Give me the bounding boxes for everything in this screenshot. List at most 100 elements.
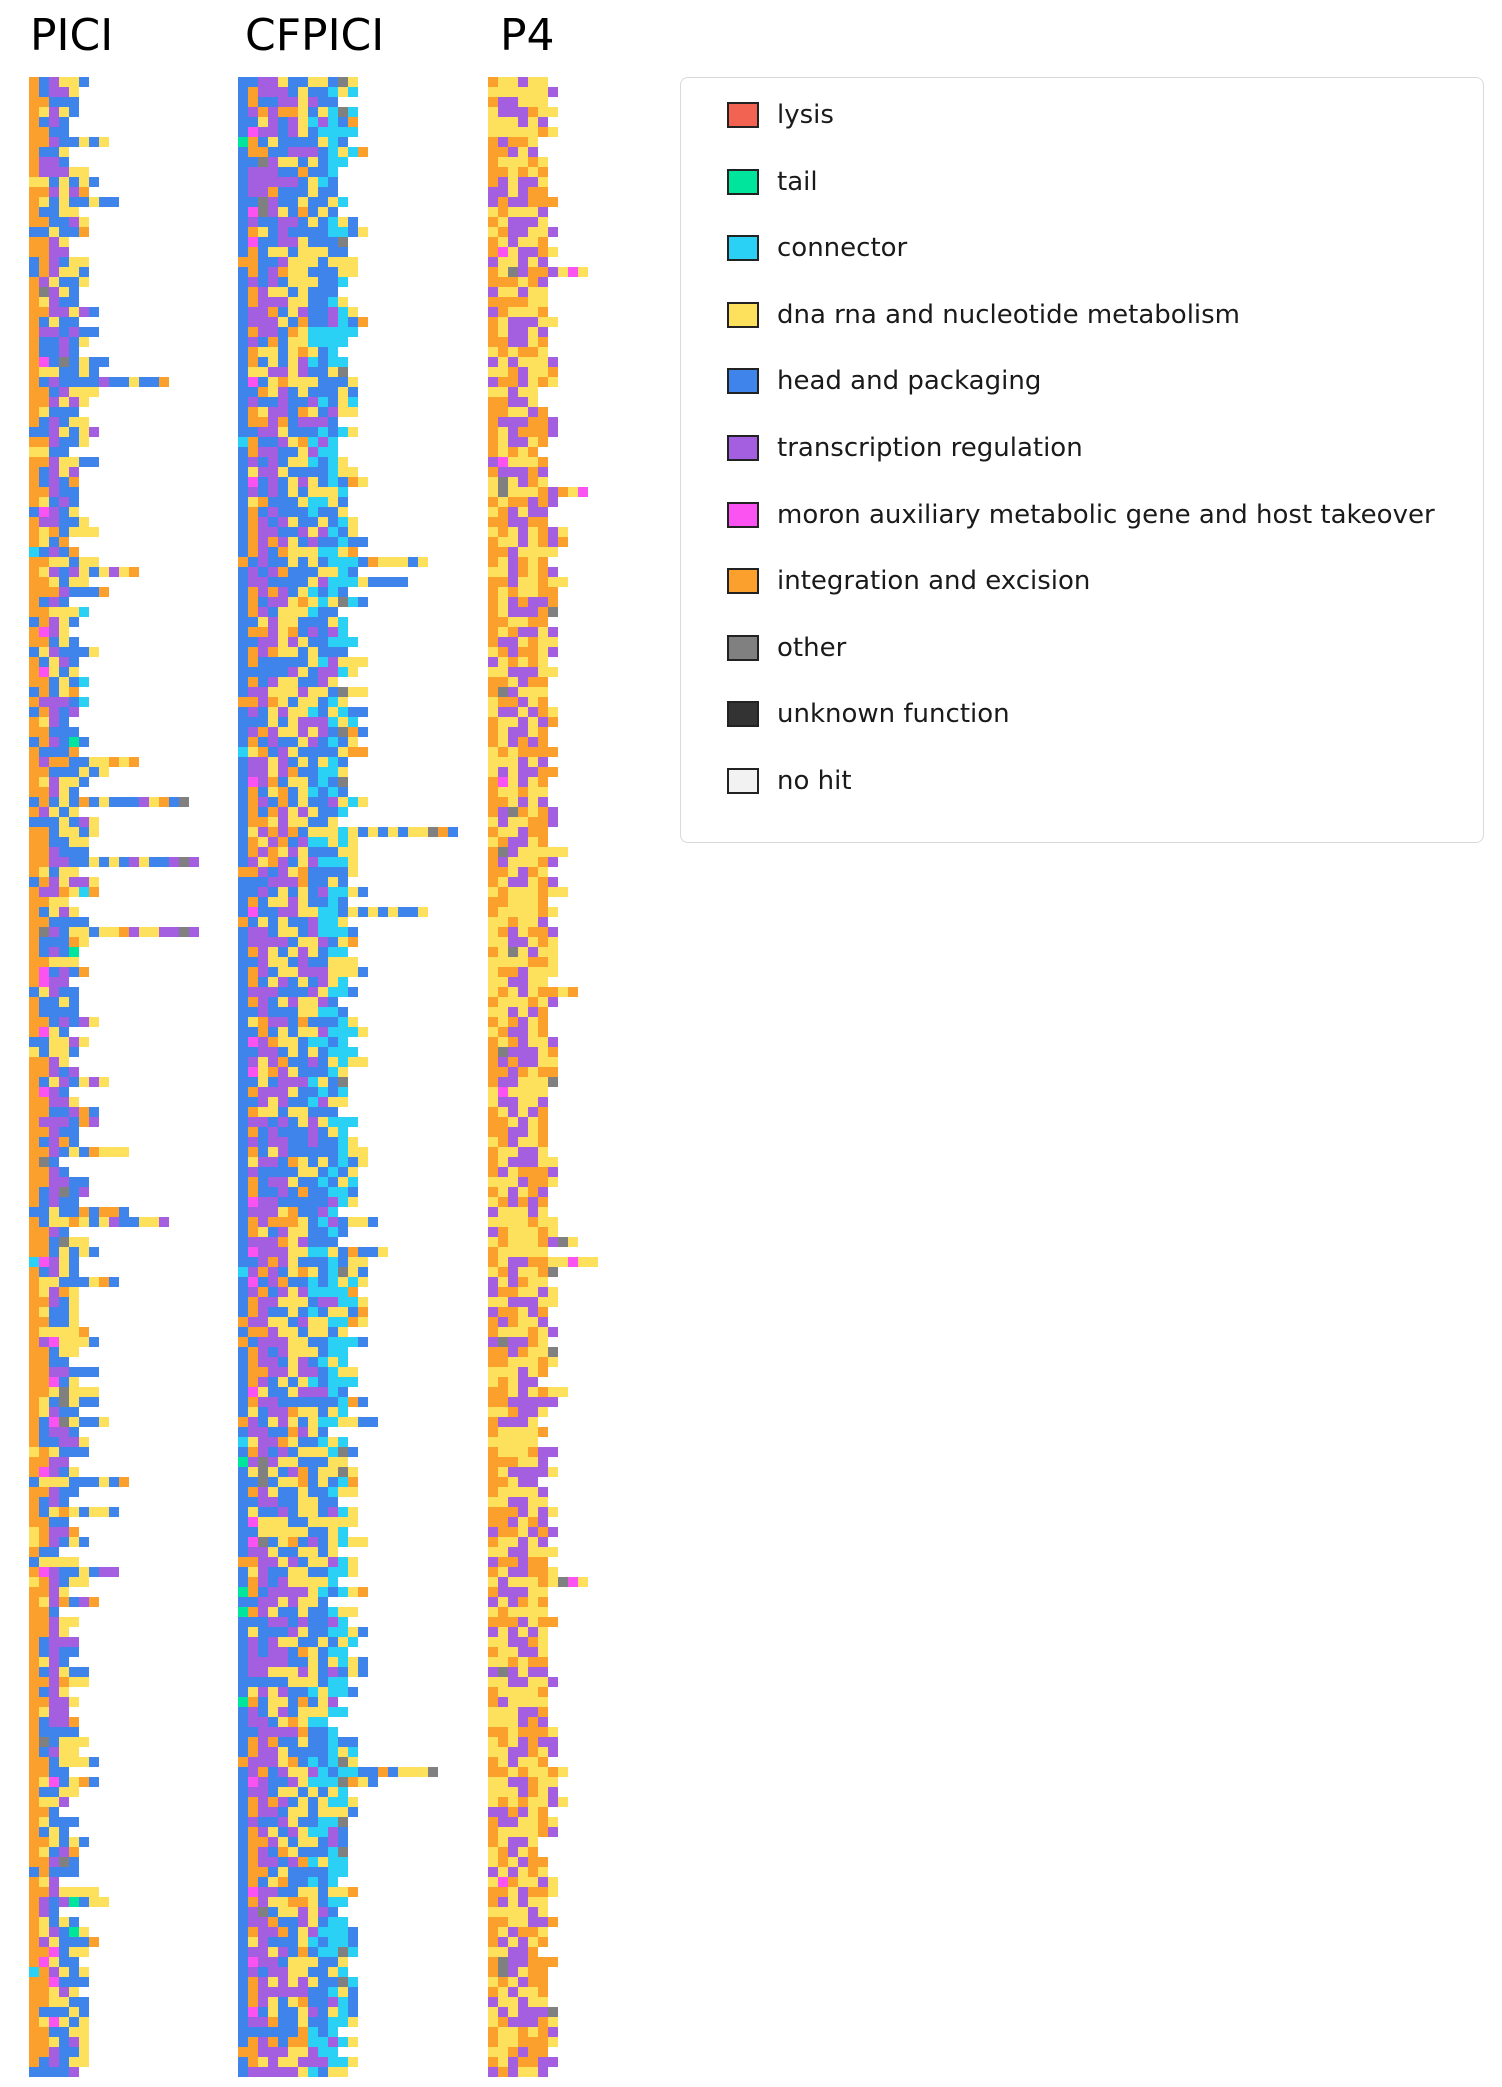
heatmap-cell (498, 617, 508, 627)
heatmap-cell (498, 1777, 508, 1787)
heatmap-cell (318, 2067, 328, 2077)
heatmap-cell (49, 2027, 59, 2037)
heatmap-cell (39, 97, 49, 107)
heatmap-cell (258, 1647, 268, 1657)
heatmap-cell (308, 1257, 318, 1267)
heatmap-cell (49, 147, 59, 157)
heatmap-cell (288, 727, 298, 737)
heatmap-cell (518, 637, 528, 647)
heatmap-cell (528, 1397, 538, 1407)
heatmap-cell (278, 1317, 288, 1327)
heatmap-cell (488, 347, 498, 357)
heatmap-cell (508, 1667, 518, 1677)
heatmap-cell (248, 567, 258, 577)
heatmap-cell (358, 1587, 368, 1597)
heatmap-cell (169, 797, 179, 807)
heatmap-cell (238, 1447, 248, 1457)
heatmap-cell (49, 1187, 59, 1197)
legend-swatch (727, 235, 759, 262)
heatmap-cell (298, 2047, 308, 2057)
heatmap-cell (49, 1157, 59, 1167)
heatmap-cell (268, 87, 278, 97)
heatmap-cell (278, 1477, 288, 1487)
heatmap-cell (79, 2027, 89, 2037)
heatmap-cell (308, 747, 318, 757)
heatmap-cell (288, 777, 298, 787)
heatmap-cell (298, 1657, 308, 1667)
heatmap-cell (288, 307, 298, 317)
heatmap-cell (268, 1787, 278, 1797)
heatmap-cell (79, 1997, 89, 2007)
heatmap-cell (308, 547, 318, 557)
heatmap-cell (288, 1497, 298, 1507)
heatmap-cell (308, 1587, 318, 1597)
heatmap-cell (358, 687, 368, 697)
heatmap-cell (39, 1177, 49, 1187)
heatmap-cell (328, 907, 338, 917)
heatmap-cell (298, 567, 308, 577)
heatmap-cell (298, 1977, 308, 1987)
heatmap-cell (238, 547, 248, 557)
heatmap-cell (49, 367, 59, 377)
heatmap-cell (69, 697, 79, 707)
heatmap-cell (508, 687, 518, 697)
heatmap-cell (59, 997, 69, 1007)
heatmap-cell (308, 1827, 318, 1837)
heatmap-cell (89, 647, 99, 657)
heatmap-cell (508, 1117, 518, 1127)
heatmap-cell (39, 947, 49, 957)
heatmap-cell (528, 1747, 538, 1757)
heatmap-cell (278, 1837, 288, 1847)
heatmap-cell (109, 1507, 119, 1517)
heatmap-cell (318, 1527, 328, 1537)
heatmap-cell (248, 987, 258, 997)
heatmap-cell (248, 1127, 258, 1137)
heatmap-cell (498, 2027, 508, 2037)
heatmap-cell (79, 1077, 89, 1087)
heatmap-cell (69, 1197, 79, 1207)
heatmap-cell (29, 1657, 39, 1667)
pici-title: PICI (30, 10, 114, 61)
heatmap-cell (29, 607, 39, 617)
heatmap-cell (278, 147, 288, 157)
heatmap-cell (488, 87, 498, 97)
heatmap-cell (258, 2047, 268, 2057)
heatmap-cell (528, 1537, 538, 1547)
heatmap-cell (518, 307, 528, 317)
heatmap-cell (498, 1107, 508, 1117)
heatmap-cell (548, 377, 558, 387)
heatmap-cell (268, 1867, 278, 1877)
heatmap-cell (298, 1677, 308, 1687)
heatmap-cell (548, 907, 558, 917)
heatmap-cell (298, 1927, 308, 1937)
heatmap-cell (528, 1547, 538, 1557)
heatmap-cell (69, 997, 79, 1007)
heatmap-cell (29, 1017, 39, 1027)
heatmap-cell (268, 1247, 278, 1257)
heatmap-cell (348, 1687, 358, 1697)
heatmap-cell (69, 1267, 79, 1277)
heatmap-cell (318, 817, 328, 827)
heatmap-cell (268, 1577, 278, 1587)
heatmap-cell (298, 1437, 308, 1447)
heatmap-cell (268, 457, 278, 467)
heatmap-cell (328, 447, 338, 457)
heatmap-cell (59, 1577, 69, 1587)
heatmap-cell (49, 1417, 59, 1427)
heatmap-cell (79, 1837, 89, 1847)
heatmap-cell (348, 1397, 358, 1407)
heatmap-cell (258, 237, 268, 247)
heatmap-cell (89, 857, 99, 867)
heatmap-cell (298, 2057, 308, 2067)
heatmap-cell (528, 177, 538, 187)
heatmap-cell (498, 947, 508, 957)
heatmap-cell (29, 1917, 39, 1927)
heatmap-cell (69, 1477, 79, 1487)
heatmap-cell (288, 1207, 298, 1217)
heatmap-cell (538, 1537, 548, 1547)
heatmap-cell (248, 287, 258, 297)
heatmap-cell (498, 137, 508, 147)
heatmap-cell (548, 1387, 558, 1397)
heatmap-cell (498, 1327, 508, 1337)
heatmap-cell (558, 1767, 568, 1777)
